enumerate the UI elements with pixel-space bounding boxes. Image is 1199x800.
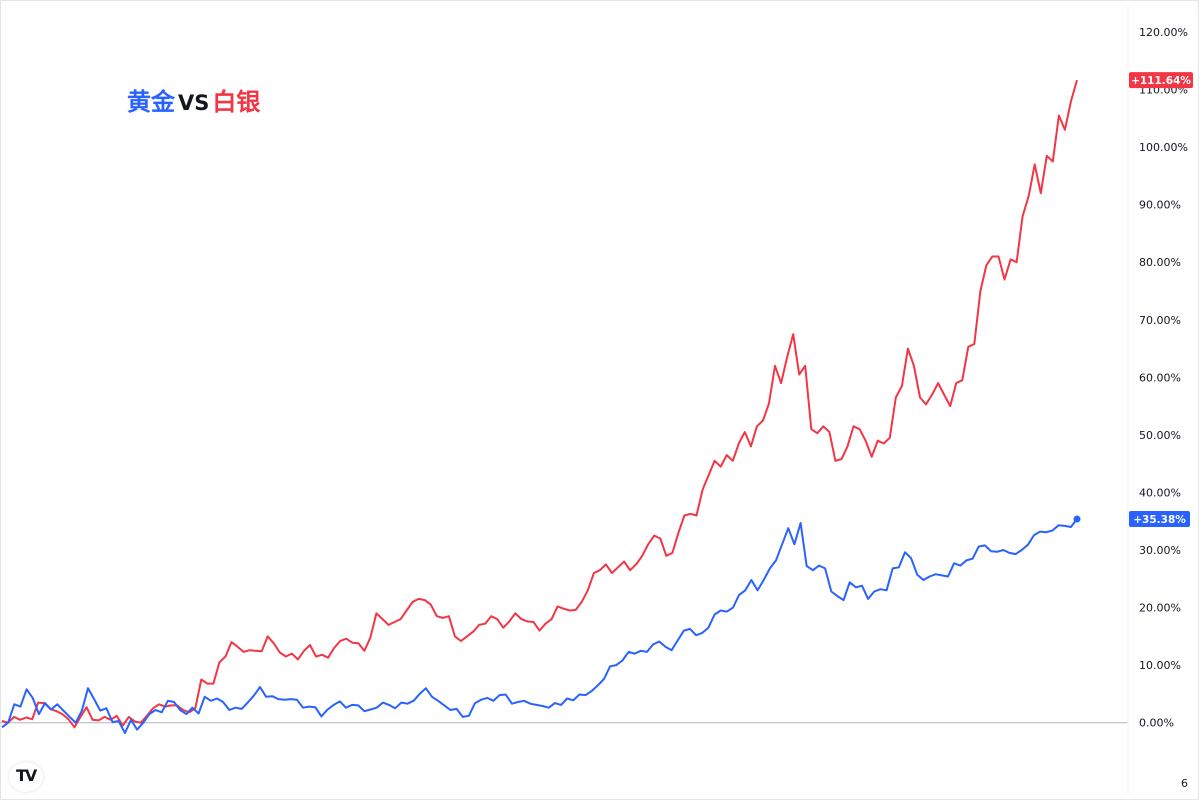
y-tick-label: 30.00% [1139,544,1181,557]
chart-title: 黄金 VS 白银 [127,82,260,117]
y-tick-label: 60.00% [1139,371,1181,384]
series-line-silver [1,79,1078,729]
title-vs: VS [178,91,210,115]
y-tick-label: 120.00% [1139,26,1188,39]
y-tick-label: 40.00% [1139,486,1181,499]
series-endpoint-gold [1073,515,1081,523]
y-tick-label: 90.00% [1139,199,1181,212]
y-tick-label: 10.00% [1139,659,1181,672]
title-gold: 黄金 [127,88,175,116]
y-axis-ticks: 120.00%110.00%100.00%90.00%80.00%70.00%6… [1139,26,1188,730]
last-value-badge-silver [1129,72,1193,89]
x-tick-label-partial: 6 [1181,777,1188,790]
y-tick-label: 20.00% [1139,602,1181,615]
logo-text: TV [16,766,37,785]
tradingview-logo[interactable]: TV [9,762,43,792]
last-value-badges: +111.64% +35.38% [1129,72,1193,528]
last-value-badge-gold [1129,511,1190,528]
series-line-gold [1,518,1078,735]
last-value-label-silver: +111.64% [1131,75,1191,87]
y-tick-label: 100.00% [1139,141,1188,154]
title-silver: 白银 [212,88,261,116]
y-tick-label: 0.00% [1139,717,1174,730]
y-tick-label: 50.00% [1139,429,1181,442]
y-tick-label: 70.00% [1139,314,1181,327]
last-value-label-gold: +35.38% [1133,514,1186,526]
y-tick-label: 80.00% [1139,256,1181,269]
